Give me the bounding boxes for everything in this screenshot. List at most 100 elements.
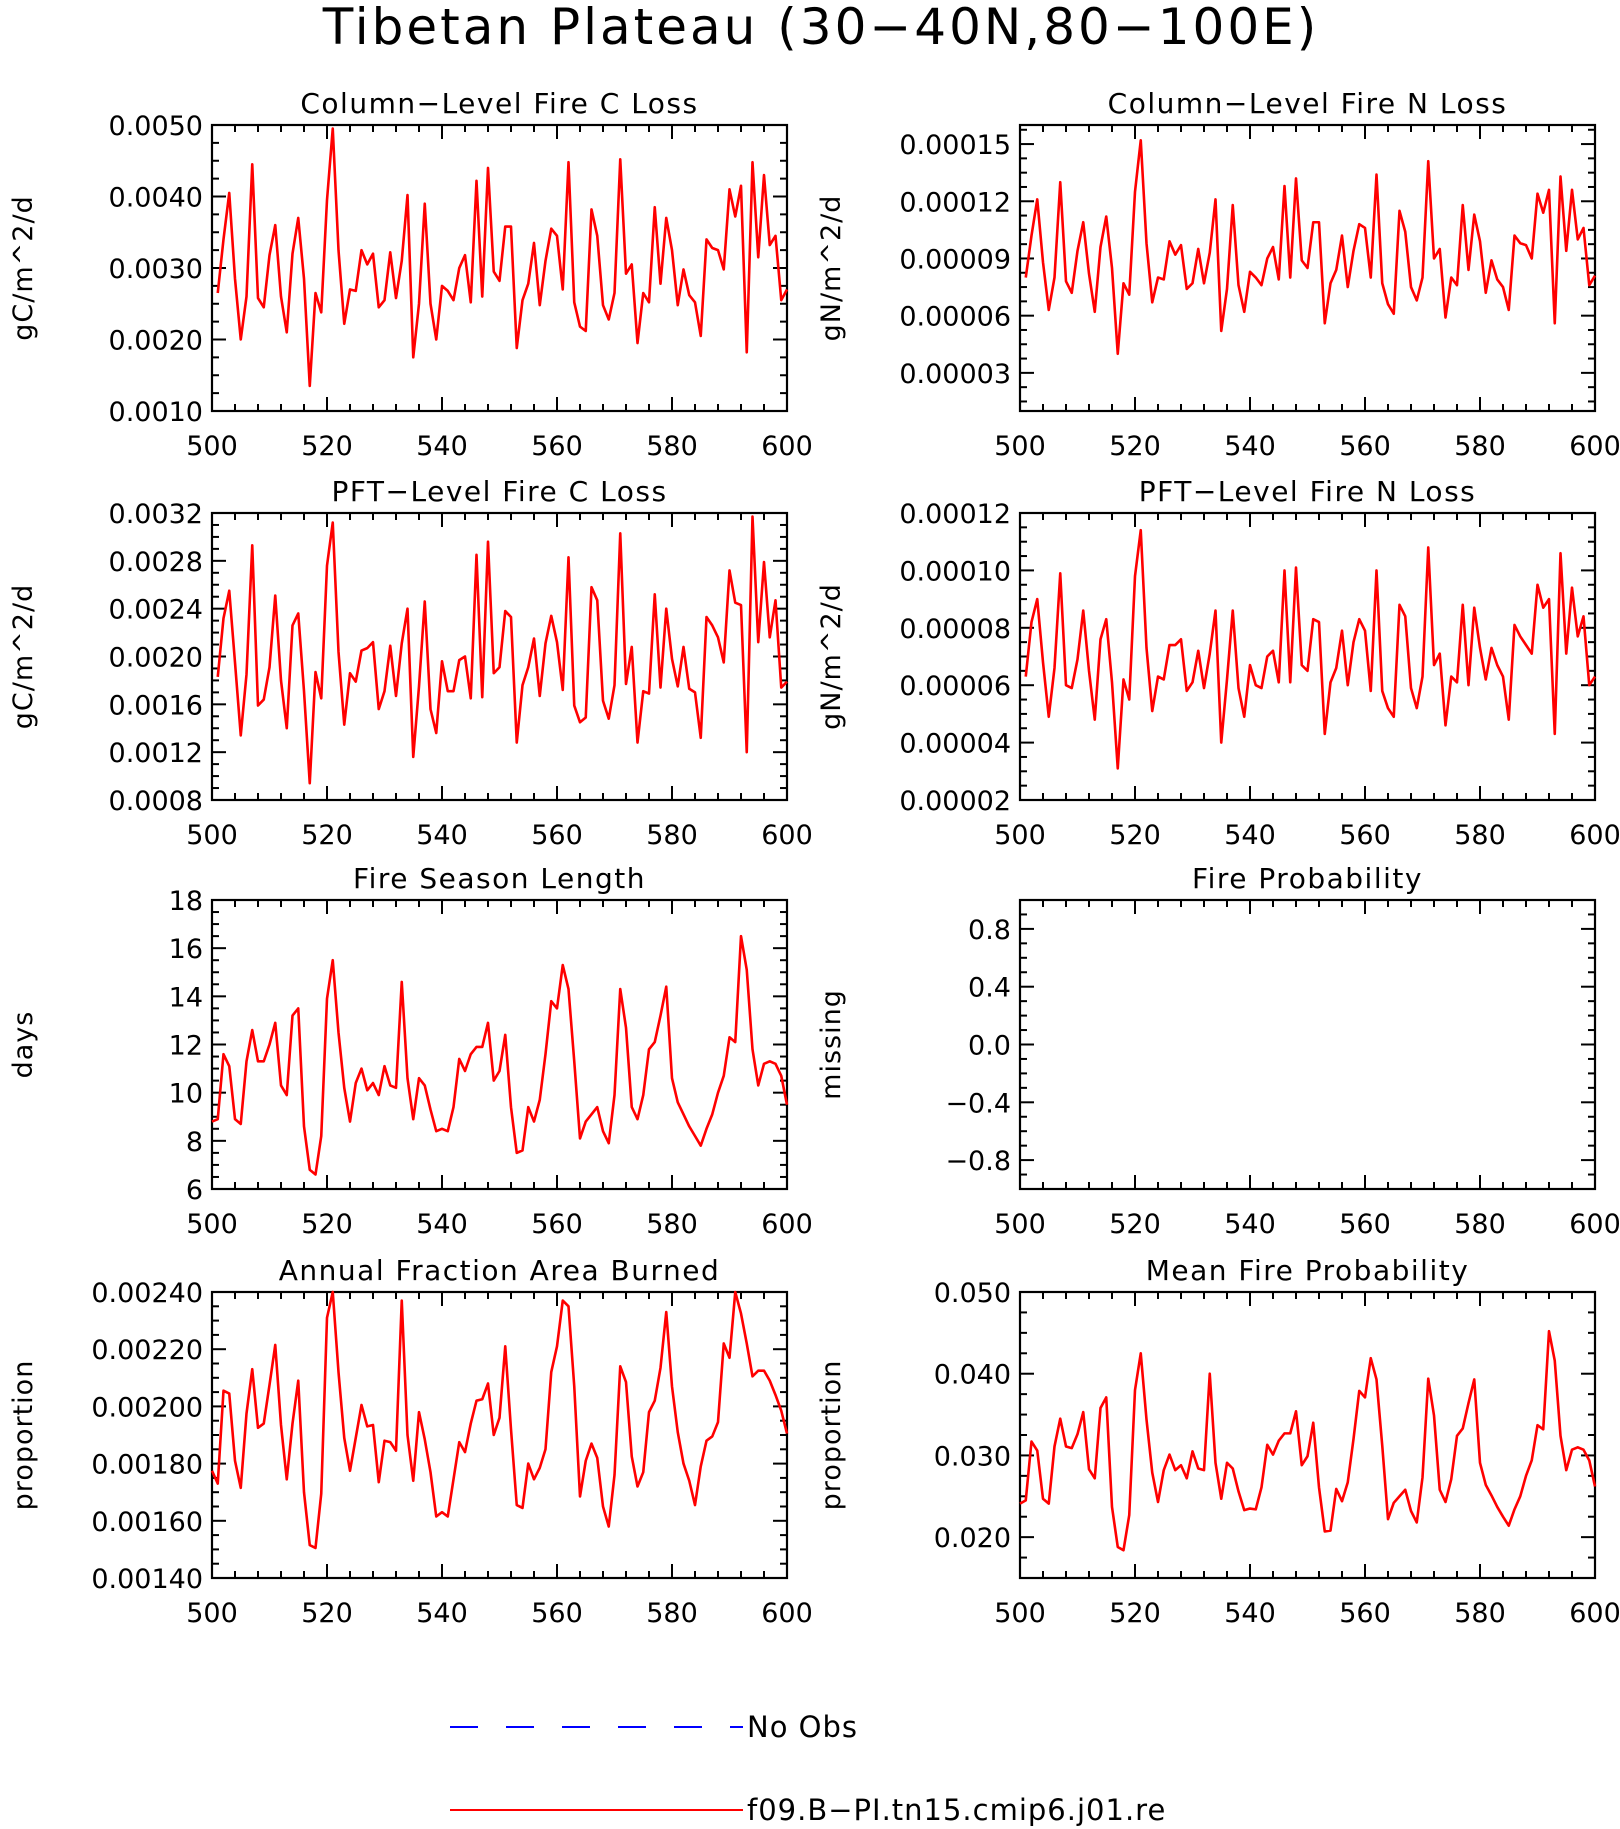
x-tick-label: 540 <box>416 820 468 851</box>
panel-1: Column−Level Fire C Loss gC/m^2/d 500 520 54… <box>8 87 813 462</box>
plot-frame <box>1018 123 1597 413</box>
x-tick-label: 500 <box>994 431 1046 462</box>
y-tick-label: 0.00004 <box>899 729 1011 760</box>
y-tick-label: 0.00240 <box>91 1278 203 1309</box>
x-tick-label: 560 <box>1339 1598 1391 1629</box>
panel-title: Column−Level Fire C Loss <box>300 87 698 120</box>
y-tick-label: 0.0008 <box>109 786 203 817</box>
panel-title: Column−Level Fire N Loss <box>1108 87 1508 120</box>
y-tick-label: 0.00009 <box>899 244 1011 275</box>
panel-title: PFT−Level Fire N Loss <box>1139 475 1477 508</box>
x-tick-label: 520 <box>1109 431 1161 462</box>
panel-5: Fire Season Length days 500 520 540 560 580 600… <box>8 862 813 1240</box>
panels-group: Column−Level Fire C Loss gC/m^2/d 500 520 54… <box>8 87 1620 1629</box>
y-tick-label: 0.0016 <box>109 690 203 721</box>
x-tick-label: 580 <box>646 820 698 851</box>
y-tick-label: 0.00015 <box>899 130 1011 161</box>
x-tick-label: 560 <box>1339 820 1391 851</box>
y-tick-label: 6 <box>186 1175 203 1206</box>
x-tick-label: 540 <box>1224 1209 1276 1240</box>
x-tick-label: 600 <box>761 820 813 851</box>
y-tick-label: 0.00220 <box>91 1335 203 1366</box>
y-tick-label: 0.4 <box>968 973 1011 1004</box>
x-tick-label: 560 <box>1339 1209 1391 1240</box>
x-tick-label: 600 <box>1569 1598 1620 1629</box>
y-tick-label: 0.020 <box>934 1523 1011 1554</box>
panel-title: Fire Probability <box>1192 862 1423 895</box>
x-tick-label: 540 <box>1224 1598 1276 1629</box>
x-tick-label: 600 <box>1569 820 1620 851</box>
x-tick-label: 560 <box>531 1209 583 1240</box>
x-tick-label: 500 <box>186 1209 238 1240</box>
model-series-line <box>1024 528 1597 770</box>
x-tick-label: 600 <box>1569 431 1620 462</box>
model-series-line <box>210 1290 789 1550</box>
panel-7: Annual Fraction Area Burned proportion 500… <box>8 1254 813 1629</box>
x-tick-label: 500 <box>994 820 1046 851</box>
x-tick-label: 520 <box>1109 1209 1161 1240</box>
legend-label-1: No Obs <box>747 1710 858 1744</box>
y-tick-label: 0.030 <box>934 1441 1011 1472</box>
y-tick-label: 18 <box>169 886 203 917</box>
panel-2: Column−Level Fire N Loss gN/m^2/d 500 520 54… <box>816 87 1620 462</box>
x-tick-label: 540 <box>416 1598 468 1629</box>
y-tick-label: 0.0 <box>968 1031 1011 1062</box>
y-axis-label: gN/m^2/d <box>816 583 847 730</box>
panel-6: Fire Probability missing 500 520 540 560 580 60… <box>816 862 1620 1240</box>
model-series-line <box>1024 138 1597 356</box>
y-tick-label: 0.0040 <box>109 183 203 214</box>
legend: No Obs f09.B−PI.tn15.cmip6.j01.re <box>450 1710 1166 1827</box>
panel-8: Mean Fire Probability proportion 500 520 540… <box>816 1254 1620 1629</box>
x-tick-label: 580 <box>646 1598 698 1629</box>
y-tick-label: 0.00008 <box>899 614 1011 645</box>
y-tick-label: 0.8 <box>968 915 1011 946</box>
legend-label-2: f09.B−PI.tn15.cmip6.j01.re <box>747 1793 1166 1827</box>
x-tick-label: 520 <box>1109 1598 1161 1629</box>
figure-title: Tibetan Plateau (30−40N,80−100E) <box>322 0 1320 56</box>
y-axis-label: proportion <box>816 1360 847 1511</box>
x-tick-label: 500 <box>186 820 238 851</box>
x-tick-label: 500 <box>186 431 238 462</box>
x-tick-label: 560 <box>531 820 583 851</box>
x-tick-label: 540 <box>416 431 468 462</box>
y-tick-label: 0.00002 <box>899 786 1011 817</box>
y-tick-label: 0.040 <box>934 1360 1011 1391</box>
panel-3: PFT−Level Fire C Loss gC/m^2/d 500 520 540 56… <box>8 475 813 851</box>
y-tick-label: 0.00006 <box>899 302 1011 333</box>
y-axis-label: gN/m^2/d <box>816 195 847 342</box>
x-tick-label: 600 <box>761 1209 813 1240</box>
x-tick-label: 520 <box>1109 820 1161 851</box>
y-tick-label: 0.0050 <box>109 111 203 142</box>
y-tick-label: 8 <box>186 1127 203 1158</box>
y-axis-label: days <box>8 1011 39 1079</box>
panel-4: PFT−Level Fire N Loss gN/m^2/d 500 520 540 56… <box>816 475 1620 851</box>
y-tick-label: 0.00006 <box>899 671 1011 702</box>
x-tick-label: 500 <box>994 1598 1046 1629</box>
y-tick-label: 0.00012 <box>899 499 1011 530</box>
plot-frame <box>1018 898 1597 1191</box>
y-tick-label: 0.00003 <box>899 359 1011 390</box>
x-tick-label: 560 <box>531 431 583 462</box>
x-tick-label: 520 <box>301 820 353 851</box>
model-series-line <box>211 934 789 1176</box>
x-tick-label: 580 <box>1454 1598 1506 1629</box>
y-tick-label: 0.00010 <box>899 556 1011 587</box>
y-tick-label: 0.00012 <box>899 187 1011 218</box>
y-tick-label: 16 <box>169 934 203 965</box>
x-tick-label: 580 <box>1454 820 1506 851</box>
panel-title: Annual Fraction Area Burned <box>279 1254 720 1287</box>
x-tick-label: 560 <box>1339 431 1391 462</box>
x-tick-label: 580 <box>1454 431 1506 462</box>
x-tick-label: 600 <box>761 431 813 462</box>
y-tick-label: 0.00160 <box>91 1507 203 1538</box>
y-tick-label: 0.0032 <box>109 499 203 530</box>
y-tick-label: 0.0012 <box>109 738 203 769</box>
panel-title: PFT−Level Fire C Loss <box>331 475 667 508</box>
x-tick-label: 600 <box>1569 1209 1620 1240</box>
x-tick-label: 520 <box>301 431 353 462</box>
model-series-line <box>216 515 788 785</box>
panel-title: Mean Fire Probability <box>1146 1254 1470 1287</box>
x-tick-label: 500 <box>994 1209 1046 1240</box>
y-axis-label: proportion <box>8 1360 39 1511</box>
y-tick-label: 14 <box>169 982 203 1013</box>
